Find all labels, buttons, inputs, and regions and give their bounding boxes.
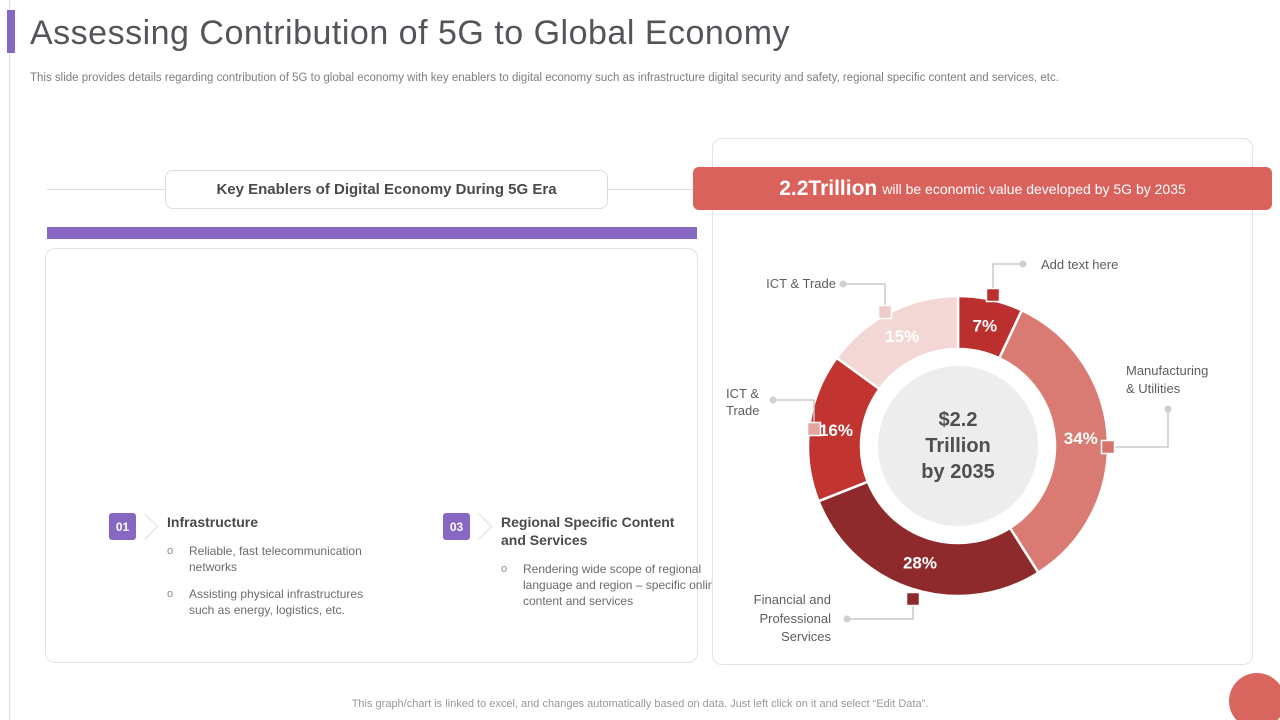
callout-marker bbox=[806, 421, 822, 437]
callout-marker bbox=[1100, 439, 1116, 455]
donut-center-label: $2.2 Trillion by 2035 bbox=[921, 409, 995, 483]
chevron-right-icon bbox=[466, 513, 493, 540]
callout-label-ict-trade-16: ICT & Trade bbox=[726, 386, 760, 418]
callout-line bbox=[1108, 409, 1169, 448]
slice-percent-label: 15% bbox=[885, 327, 919, 346]
enabler-title: Regional Specific Content and Services bbox=[501, 514, 675, 548]
callout-dot bbox=[843, 615, 851, 623]
bullet-text: Rendering wide scope of regional languag… bbox=[523, 562, 722, 608]
circle-bullet-icon: o bbox=[167, 545, 174, 557]
enabler-item-regional-content: 03 Regional Specific Content and Service… bbox=[443, 513, 740, 620]
callout-dot bbox=[1019, 260, 1027, 268]
callout-line bbox=[847, 599, 914, 620]
callout-line bbox=[773, 399, 815, 429]
number-badge: 01 bbox=[109, 513, 136, 540]
slice-percent-label: 28% bbox=[903, 553, 937, 572]
enablers-card: 01 Infrastructure o Reliable, fast telec… bbox=[45, 248, 721, 663]
callout-marker bbox=[877, 304, 893, 320]
donut-slice-manufacturing-utilities[interactable] bbox=[997, 308, 1110, 575]
callout-connectors bbox=[769, 260, 1172, 623]
list-item: o Rendering wide scope of regional langu… bbox=[501, 561, 740, 609]
bullet-text: Reliable, fast telecommunication network… bbox=[189, 544, 362, 574]
donut-center-circle bbox=[878, 366, 1038, 526]
callout-label-financial: Financial and Professional Services bbox=[753, 592, 831, 644]
enabler-item-infrastructure: 01 Infrastructure o Reliable, fast telec… bbox=[109, 513, 369, 629]
list-item: o Assisting physical infrastructures suc… bbox=[167, 586, 369, 618]
chart-card: 7% 34% 28% 16% 15% Add text here ICT & Trade… bbox=[712, 138, 1253, 665]
callout-line bbox=[843, 283, 886, 312]
footer-note: This graph/chart is linked to excel, and… bbox=[351, 698, 929, 710]
slice-percent-label: 7% bbox=[973, 316, 998, 335]
callout-marker bbox=[905, 591, 921, 607]
callout-label-manufacturing: Manufacturing & Utilities bbox=[1126, 363, 1209, 396]
corner-decoration-circle bbox=[1229, 673, 1280, 720]
slice-percent-label: 16% bbox=[819, 421, 853, 440]
section-heading: Key Enablers of Digital Economy During 5… bbox=[165, 170, 608, 209]
slide-subtitle: This slide provides details regarding co… bbox=[30, 72, 1059, 84]
donut-chart[interactable]: 7% 34% 28% 16% 15% bbox=[713, 239, 1254, 666]
callout-dot bbox=[839, 280, 847, 288]
callout-dot bbox=[1164, 405, 1172, 413]
enabler-title: Infrastructure bbox=[167, 514, 259, 530]
purple-divider-bar bbox=[47, 227, 697, 239]
callout-label-add-text: Add text here bbox=[1041, 257, 1119, 272]
banner-text: will be economic value developed by 5G b… bbox=[882, 180, 1186, 197]
list-item: o Reliable, fast telecommunication netwo… bbox=[167, 543, 369, 575]
banner-headline: 2.2Trillion will be economic value devel… bbox=[693, 167, 1272, 210]
circle-bullet-icon: o bbox=[167, 588, 174, 600]
callout-marker bbox=[985, 287, 1001, 303]
callout-line bbox=[992, 263, 1023, 295]
donut-slice-ict-trade[interactable] bbox=[834, 294, 960, 391]
title-accent-bar bbox=[7, 10, 15, 53]
slice-percent-label: 34% bbox=[1064, 429, 1098, 448]
circle-bullet-icon: o bbox=[501, 563, 508, 575]
bullet-text: Assisting physical infrastructures such … bbox=[189, 587, 364, 617]
number-badge: 03 bbox=[443, 513, 470, 540]
donut-slice-financial-and-professional-services[interactable] bbox=[816, 480, 1041, 598]
callout-label-ict-trade-15: ICT & Trade bbox=[766, 276, 836, 291]
slide-edge-line bbox=[9, 0, 10, 720]
callout-dot bbox=[769, 396, 777, 404]
banner-highlight: 2.2Trillion bbox=[779, 176, 878, 200]
chevron-right-icon bbox=[132, 513, 159, 540]
page-title: Assessing Contribution of 5G to Global E… bbox=[30, 14, 791, 52]
